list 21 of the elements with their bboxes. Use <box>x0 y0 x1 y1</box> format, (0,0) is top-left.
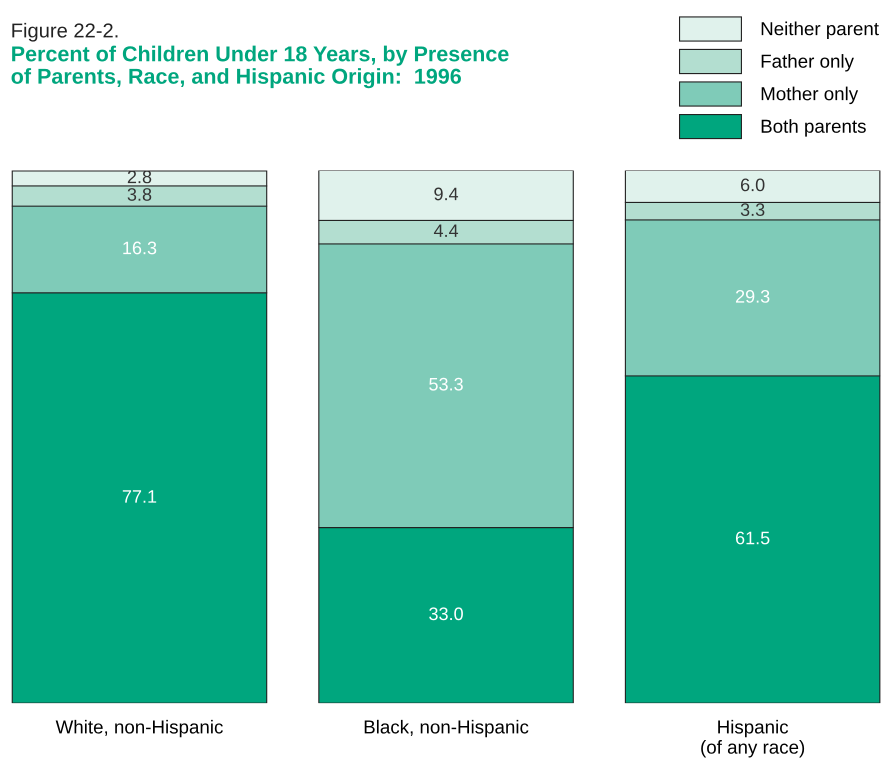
data-label: 9.4 <box>434 188 458 200</box>
data-label: 2.8 <box>128 170 152 184</box>
data-label: 6.0 <box>740 178 764 192</box>
data-label: 61.5 <box>736 532 770 544</box>
data-label: 4.4 <box>434 224 458 237</box>
legend-label: Both parents <box>762 119 866 137</box>
x-tick-label: Black, non-Hispanic <box>364 720 528 738</box>
chart-subtitle: Percent of Children Under 18 Years, by Presence of Parents, Race, and Hispanic Origin: 1996 <box>12 46 509 88</box>
legend-label: Mother only <box>762 86 858 104</box>
chart-title: Figure 22-2. <box>12 22 118 42</box>
x-tick-label: White, non-Hispanic <box>56 720 223 738</box>
data-label: 29.3 <box>736 290 770 303</box>
data-label: 77.1 <box>122 490 156 503</box>
data-label: 3.3 <box>740 203 764 216</box>
x-tick-label: Hispanic (of any race) <box>701 720 804 758</box>
legend-label: Neither parent <box>762 22 879 40</box>
data-label: 3.8 <box>128 188 152 201</box>
legend-label: Father only <box>762 54 854 72</box>
data-label: 33.0 <box>429 607 463 620</box>
data-label: 16.3 <box>123 242 156 254</box>
data-label: 53.3 <box>429 378 463 391</box>
